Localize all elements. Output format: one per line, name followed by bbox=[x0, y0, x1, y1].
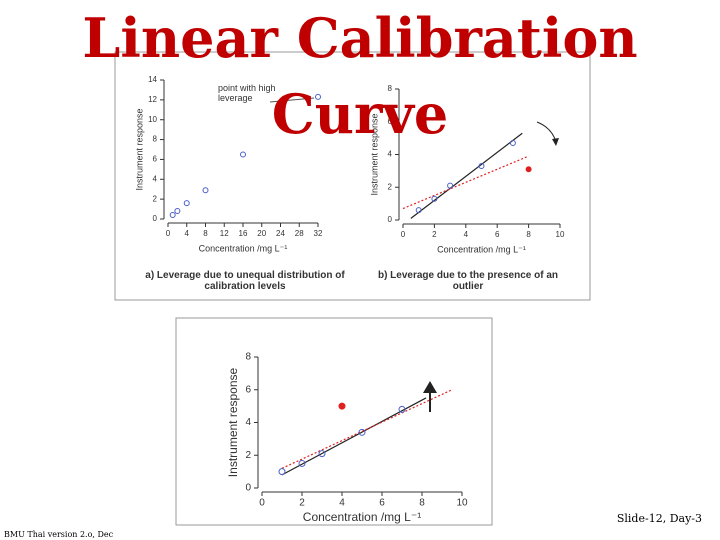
y-axis-label: Instrument response bbox=[369, 113, 379, 195]
x-tick-label: 28 bbox=[295, 229, 304, 238]
y-tick-label: 6 bbox=[388, 117, 393, 126]
x-tick-label: 6 bbox=[495, 230, 500, 239]
x-tick-label: 10 bbox=[556, 230, 565, 239]
fit-line bbox=[410, 132, 523, 219]
data-point bbox=[358, 428, 366, 436]
x-axis-label: Concentration /mg L⁻¹ bbox=[303, 510, 421, 524]
y-tick-label: 4 bbox=[153, 174, 158, 183]
data-point bbox=[183, 200, 190, 207]
y-tick-label: 2 bbox=[388, 182, 393, 191]
y-tick-label: 0 bbox=[153, 214, 158, 223]
x-tick-label: 12 bbox=[220, 229, 229, 238]
arrow-head bbox=[552, 138, 559, 146]
y-tick-label: 10 bbox=[148, 115, 157, 124]
data-point bbox=[525, 166, 532, 173]
data-point bbox=[169, 212, 176, 219]
x-tick-label: 4 bbox=[185, 229, 190, 238]
x-tick-label: 32 bbox=[314, 229, 323, 238]
x-tick-label: 0 bbox=[259, 498, 265, 509]
x-tick-label: 8 bbox=[419, 498, 425, 509]
caption: b) Leverage due to the presence of an ou… bbox=[377, 270, 559, 292]
data-point bbox=[415, 207, 422, 214]
x-tick-label: 0 bbox=[401, 230, 406, 239]
annotation-leader bbox=[269, 97, 315, 103]
x-tick-label: 4 bbox=[339, 498, 345, 509]
data-point bbox=[431, 195, 438, 202]
x-tick-label: 8 bbox=[526, 230, 531, 239]
y-tick-label: 6 bbox=[153, 155, 158, 164]
x-axis-label: Concentration /mg L⁻¹ bbox=[199, 243, 288, 253]
data-point bbox=[240, 151, 246, 158]
y-tick-label: 4 bbox=[245, 417, 251, 428]
footer: Slide-12, Day-3 bbox=[616, 512, 702, 525]
x-tick-label: 2 bbox=[299, 498, 305, 509]
x-tick-label: 16 bbox=[239, 229, 248, 238]
panel-frame bbox=[114, 51, 591, 301]
annotation: point with high leverage bbox=[218, 83, 276, 103]
x-tick-label: 0 bbox=[166, 229, 171, 238]
x-tick-label: 2 bbox=[432, 230, 437, 239]
y-tick-label: 12 bbox=[148, 95, 157, 104]
fit-line bbox=[402, 155, 529, 210]
x-tick-label: 8 bbox=[203, 229, 208, 238]
fit-line bbox=[281, 389, 453, 469]
data-point bbox=[318, 450, 326, 458]
data-point bbox=[298, 459, 306, 467]
x-tick-label: 6 bbox=[379, 498, 385, 509]
y-tick-label: 6 bbox=[245, 384, 251, 395]
y-tick-label: 4 bbox=[388, 150, 393, 159]
data-point bbox=[478, 162, 485, 169]
footer: BMU Thai version 2.o, Dec bbox=[4, 530, 114, 539]
x-tick-label: 24 bbox=[276, 229, 285, 238]
data-point bbox=[202, 187, 209, 194]
data-point bbox=[315, 93, 321, 100]
data-point bbox=[278, 468, 286, 476]
y-tick-label: 8 bbox=[153, 135, 158, 144]
data-point bbox=[174, 208, 181, 215]
y-tick-label: 2 bbox=[153, 194, 158, 203]
data-point bbox=[398, 405, 406, 413]
y-tick-label: 14 bbox=[148, 75, 157, 84]
y-tick-label: 0 bbox=[245, 483, 251, 494]
panel-frame bbox=[175, 317, 493, 526]
x-tick-label: 10 bbox=[456, 498, 468, 509]
y-tick-label: 8 bbox=[245, 352, 251, 363]
y-axis-label: Instrument response bbox=[226, 367, 240, 477]
fit-line bbox=[281, 397, 427, 476]
arrow-head bbox=[423, 381, 437, 393]
x-tick-label: 4 bbox=[464, 230, 469, 239]
x-axis-label: Concentration /mg L⁻¹ bbox=[437, 244, 526, 254]
slide-title: Linear Calibration Curve bbox=[82, 6, 638, 146]
x-tick-label: 20 bbox=[257, 229, 266, 238]
data-point bbox=[447, 182, 454, 189]
y-tick-label: 2 bbox=[245, 450, 251, 461]
y-tick-label: 0 bbox=[388, 215, 393, 224]
y-tick-label: 8 bbox=[388, 84, 393, 93]
y-axis-label: Instrument response bbox=[134, 108, 144, 190]
data-point bbox=[509, 140, 516, 147]
caption: a) Leverage due to unequal distribution … bbox=[145, 270, 345, 292]
data-point bbox=[338, 402, 346, 410]
